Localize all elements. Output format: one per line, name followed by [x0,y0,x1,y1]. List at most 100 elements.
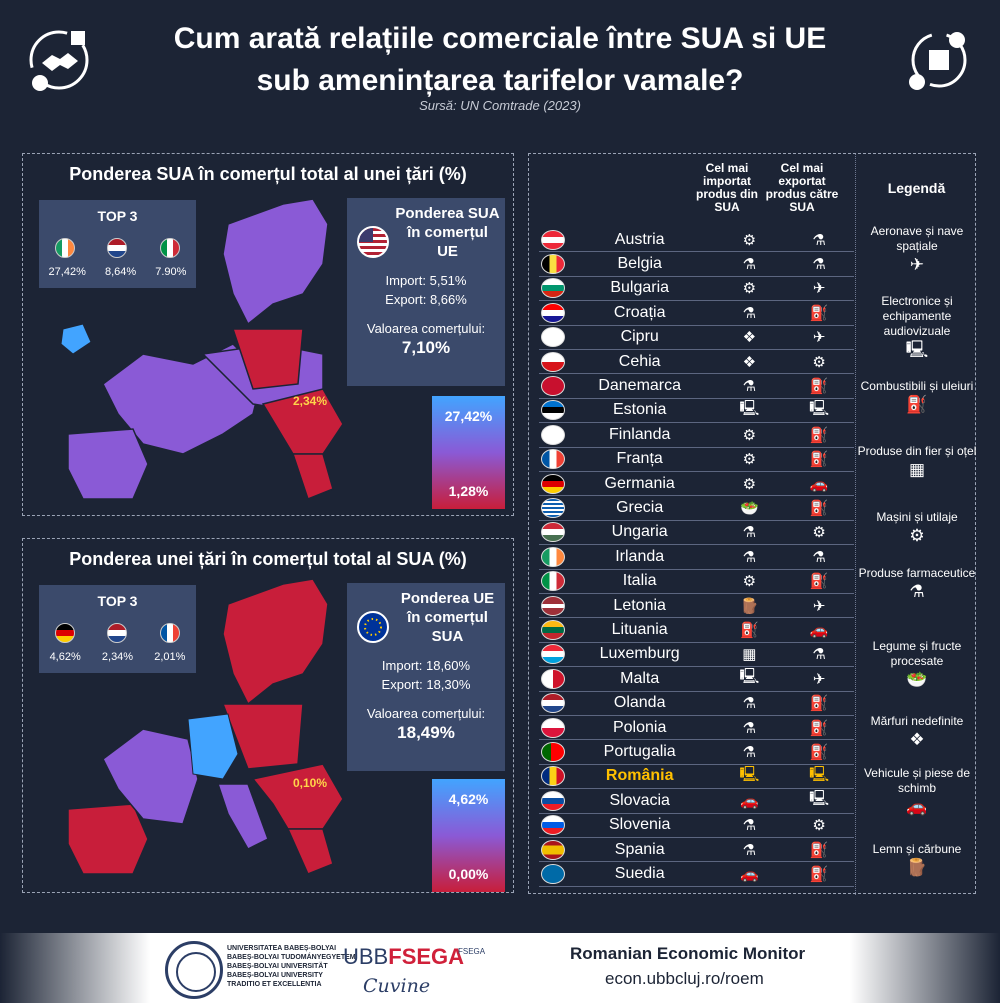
map-region-germany [187,713,239,780]
pharma-icon: ⚗ [909,582,925,601]
table-row: Croația ⚗ ⛽ [539,301,854,326]
country-name: Ungaria [611,523,668,541]
map-region-greece [286,828,334,875]
flag-ie-icon [541,546,565,567]
legend-label: Mașini și utilaje [876,510,958,524]
country-name: Bulgaria [610,279,670,297]
color-scale: 27,42% 1,28% [432,396,505,509]
flag-sk-icon [541,790,565,811]
pharma-icon: ⚗ [812,231,826,249]
legend-item: Produse farmaceutice ⚗ [856,566,978,601]
map-region-west [102,728,199,825]
signature: Cuvine [363,975,431,997]
machinery-icon: ⚙ [742,231,757,249]
flag-germany-icon [55,623,76,643]
pharma-icon: ⚗ [812,646,826,664]
electronics-icon: 🖳 [739,668,760,686]
top3-title: TOP 3 [97,593,138,609]
legend-item: Legume și fructe procesate 🥗 [856,639,978,689]
flag-be-icon [541,254,565,275]
pharma-icon: ⚗ [742,744,757,762]
machinery-icon: ⚙ [742,573,757,591]
map-region-greece [291,453,334,500]
import-value: Import: 5,51% [385,273,467,288]
legend-label: Legume și fructe procesate [872,639,962,668]
pharma-icon: ⚗ [742,256,757,274]
machinery-icon: ⚙ [812,817,826,835]
map-region-ireland [60,323,92,355]
fuel-icon: ⛽ [809,304,829,322]
food-icon: 🥗 [906,670,928,689]
flag-ireland-icon [55,238,76,258]
country-name: Lituania [611,621,668,639]
legend-title: Legendă [887,180,946,196]
top3-values: 27,42% 8,64% 7.90% [39,266,196,278]
eu-share-us-box: Ponderea UE în comerțul SUA Import: 18,6… [347,583,505,771]
flag-fr-icon [541,449,565,470]
fsega-logo: UBBFSEGA [343,944,465,969]
legend-label: Electronice și echipamente audiovizuale [881,294,953,338]
trade-cycle-icon [909,32,967,90]
electronics-icon: 🖳 [739,766,760,783]
pharma-icon: ⚗ [812,256,826,274]
country-name: Olanda [613,694,666,712]
aircraft-icon: ✈ [812,597,826,615]
flag-cy-icon [541,327,565,348]
machinery-icon: ⚙ [742,451,757,469]
country-name: Malta [620,669,660,687]
trade-label: Valoarea comerțului: [366,321,486,336]
table-row: Spania ⚗ ⛽ [539,838,854,863]
legend-label: Vehicule și piese de schimb [863,766,971,795]
export-value: Export: 8,66% [385,292,467,307]
legend-label: Lemn și cărbune [872,842,962,856]
table-row: Luxemburg ▦ ⚗ [539,643,854,668]
flag-ro-icon [541,766,565,787]
pharma-icon: ⚗ [742,719,757,737]
panel-title: Ponderea unei țări în comerțul total al … [69,549,467,569]
top3-flags [39,238,196,258]
table-row: Cipru ❖ ✈ [539,326,854,350]
machinery-icon: ⚙ [909,526,925,545]
table-row: Italia ⚙ ⛽ [539,570,854,594]
country-name: Danemarca [598,377,682,395]
flag-fi-icon [541,424,565,445]
legend-label: Produse farmaceutice [858,566,976,580]
flag-nl-icon [541,693,565,714]
table-row: Portugalia ⚗ ⛽ [539,740,854,765]
fuel-icon: ⛽ [809,573,829,591]
country-name: România [605,767,674,785]
flag-netherlands-icon [107,623,128,643]
machinery-icon: ⚙ [742,426,757,444]
flag-si-icon [541,815,565,836]
pharma-icon: ⚗ [742,548,757,566]
table-row: Slovacia 🚗 🖳 [539,789,854,814]
pharma-icon: ⚗ [742,304,757,322]
table-row: Grecia 🥗 ⛽ [539,496,854,521]
fuel-icon: ⛽ [809,378,829,396]
vehicles-icon: 🚗 [739,866,759,884]
table-row: Belgia ⚗ ⚗ [539,252,854,277]
legend-item: Mărfuri nedefinite ❖ [856,714,978,748]
map-region-nordic [222,198,329,326]
flag-pt-icon [541,742,565,763]
table-row: Finlanda ⚙ ⛽ [539,423,854,448]
fuel-icon: ⛽ [809,451,829,469]
electronics-icon: 🖳 [739,400,760,417]
flag-lv-icon [541,595,565,616]
map-region-nordic [222,578,329,706]
top3-box: TOP 3 27,42% 8,64% 7.90% [39,200,196,288]
country-name: Suedia [614,865,665,883]
fsega-sub: FSEGA [458,947,486,956]
legend-item: Aeronave și nave spațiale ✈ [856,224,978,274]
electronics-icon: 🖳 [809,400,830,417]
aircraft-icon: ✈ [909,255,925,274]
table-row: Estonia 🖳 🖳 [539,399,854,424]
legend: Legendă Aeronave și nave spațiale ✈ Electr… [855,154,977,895]
table-row: Franța ⚙ ⛽ [539,448,854,472]
panel-us-share-in-country-trade: Ponderea SUA în comerțul total al unei ț… [22,153,514,516]
flag-italy-icon [159,238,180,258]
table-row: Letonia 🪵 ✈ [539,594,854,619]
flag-ee-icon [541,400,565,421]
machinery-icon: ⚙ [742,280,757,298]
remon-url[interactable]: econ.ubbcluj.ro/roem [605,969,764,988]
